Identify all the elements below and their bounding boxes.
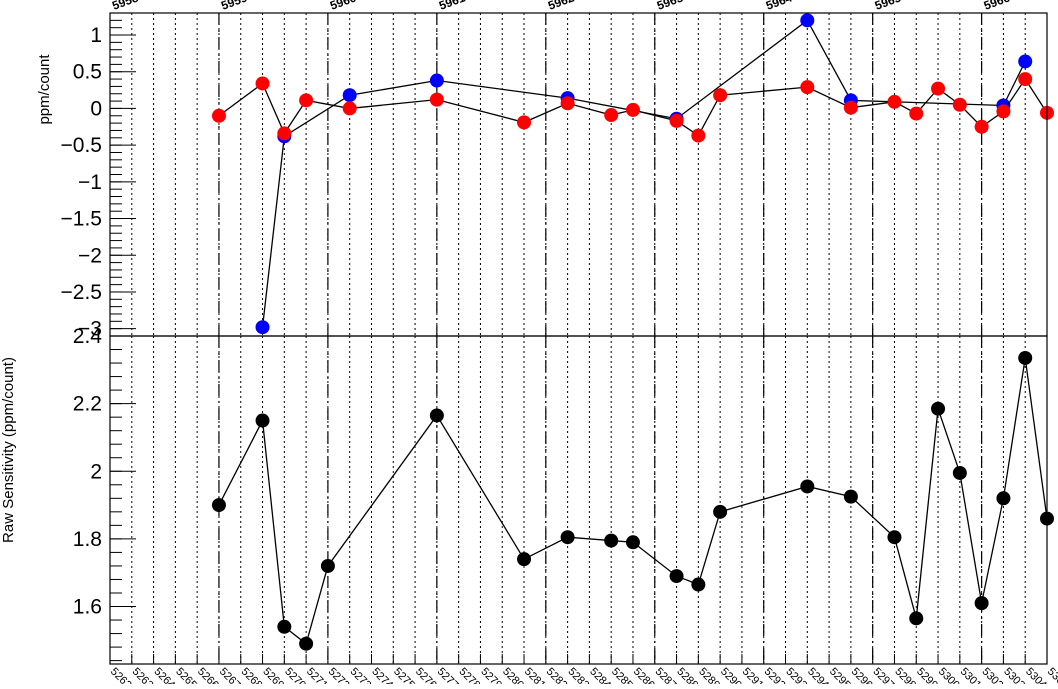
top-red-data-point xyxy=(277,126,292,141)
top-y-axis-title: ppm/count xyxy=(36,54,53,125)
bottom-data-point xyxy=(277,619,292,634)
bottom-data-point xyxy=(211,498,226,513)
bottom-data-point xyxy=(952,465,967,480)
top-red-data-point xyxy=(560,96,575,111)
bottom-data-point xyxy=(887,530,902,545)
top-y-tick-label: 1 xyxy=(90,24,102,47)
top-red-data-point xyxy=(931,81,946,96)
bottom-data-point xyxy=(1018,350,1033,365)
bottom-data-point xyxy=(320,558,335,573)
top-red-data-point xyxy=(255,76,270,91)
top-red-data-point xyxy=(996,104,1011,119)
bottom-data-point xyxy=(517,552,532,567)
top-red-data-point xyxy=(800,80,815,95)
bottom-data-point xyxy=(299,636,314,651)
bottom-data-point xyxy=(429,408,444,423)
top-y-tick-label: −1.5 xyxy=(61,208,102,231)
top-red-data-point xyxy=(952,97,967,112)
bottom-y-tick-label: 2.2 xyxy=(73,393,102,416)
bottom-y-tick-label: 1.6 xyxy=(73,596,102,619)
bottom-data-point xyxy=(604,533,619,548)
bottom-data-point xyxy=(800,479,815,494)
bottom-data-point xyxy=(560,530,575,545)
top-y-tick-label: −3 xyxy=(78,318,102,341)
bottom-y-tick-label: 1.8 xyxy=(73,528,102,551)
top-red-data-point xyxy=(669,113,684,128)
top-y-tick-label: 0 xyxy=(90,97,102,120)
bottom-data-point xyxy=(713,504,728,519)
bottom-y-axis-title: Raw Sensitivity (ppm/count) xyxy=(0,357,17,543)
top-y-tick-label: −2.5 xyxy=(61,281,102,304)
bottom-plot-frame xyxy=(109,335,1048,665)
top-blue-data-point xyxy=(800,13,815,28)
top-red-data-point xyxy=(974,119,989,134)
bottom-y-tick-label: 2.4 xyxy=(73,325,103,348)
bottom-data-point xyxy=(625,535,640,550)
top-blue-data-point xyxy=(255,320,270,335)
top-red-data-point xyxy=(299,93,314,108)
bottom-data-point xyxy=(255,413,270,428)
top-blue-series-line xyxy=(261,19,1026,328)
top-red-data-point xyxy=(713,88,728,103)
top-red-data-point xyxy=(843,100,858,115)
top-y-tick-label: 0.5 xyxy=(73,61,102,84)
top-red-data-point xyxy=(517,115,532,130)
bottom-data-point xyxy=(974,596,989,611)
bottom-data-point xyxy=(996,491,1011,506)
top-red-data-point xyxy=(211,108,226,123)
top-red-data-point xyxy=(909,106,924,121)
top-blue-data-point xyxy=(1018,54,1033,69)
top-red-data-point xyxy=(887,94,902,109)
top-red-data-point xyxy=(604,108,619,123)
bottom-data-point xyxy=(931,401,946,416)
top-y-tick-label: −0.5 xyxy=(61,134,102,157)
top-blue-data-point xyxy=(342,88,357,103)
bottom-data-point xyxy=(909,611,924,626)
bottom-y-tick-label: 2 xyxy=(90,460,102,483)
bottom-data-point xyxy=(691,577,706,592)
bottom-data-point xyxy=(843,489,858,504)
top-red-data-point xyxy=(429,92,444,107)
top-blue-data-point xyxy=(429,73,444,88)
top-y-tick-label: −2 xyxy=(78,244,102,267)
top-red-data-point xyxy=(1018,72,1033,87)
bottom-data-point xyxy=(669,569,684,584)
top-red-data-point xyxy=(691,128,706,143)
top-red-data-point xyxy=(342,101,357,116)
top-y-tick-label: −1 xyxy=(78,171,102,194)
top-red-data-point xyxy=(625,102,640,117)
